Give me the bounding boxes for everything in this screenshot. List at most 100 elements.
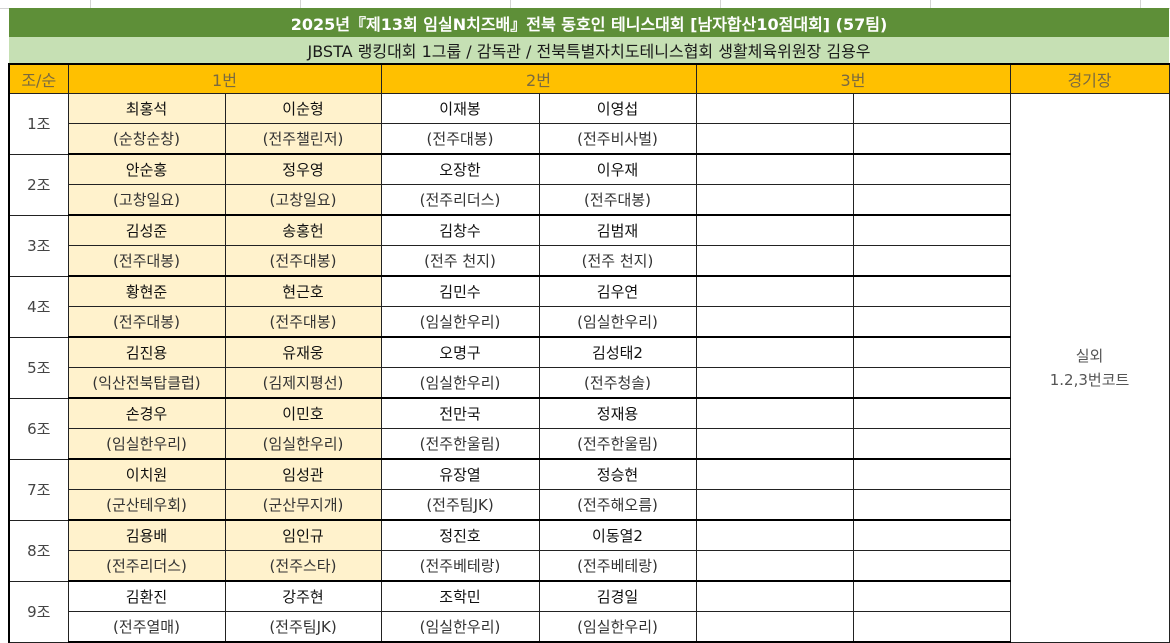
player-name[interactable]: 최홍석 bbox=[67, 93, 226, 124]
slot3-cell[interactable] bbox=[852, 214, 1011, 246]
slot3-cell[interactable] bbox=[695, 550, 854, 582]
slot3-cell[interactable] bbox=[695, 336, 854, 368]
slot3-cell[interactable] bbox=[695, 367, 854, 399]
player-club[interactable]: (임실한우리) bbox=[380, 611, 540, 643]
header-venue[interactable]: 경기장 bbox=[1009, 63, 1170, 94]
player-club[interactable]: (전주해오름) bbox=[538, 489, 697, 521]
group-label[interactable]: 3조 bbox=[8, 214, 69, 277]
venue-cell[interactable]: 실외 1.2,3번코트 bbox=[1009, 93, 1170, 643]
player-club[interactable]: (전주팀JK) bbox=[224, 611, 382, 643]
player-name[interactable]: 임인규 bbox=[224, 519, 382, 551]
player-club[interactable]: (전주한울림) bbox=[538, 428, 697, 460]
player-name[interactable]: 임성관 bbox=[224, 458, 382, 490]
player-name[interactable]: 김환진 bbox=[67, 580, 226, 612]
slot3-cell[interactable] bbox=[695, 214, 854, 246]
player-name[interactable]: 김성준 bbox=[67, 214, 226, 246]
slot3-cell[interactable] bbox=[852, 397, 1011, 429]
player-name[interactable]: 오명구 bbox=[380, 336, 540, 368]
player-name[interactable]: 김범재 bbox=[538, 214, 697, 246]
player-name[interactable]: 전만국 bbox=[380, 397, 540, 429]
player-club[interactable]: (김제지평선) bbox=[224, 367, 382, 399]
player-club[interactable]: (전주베테랑) bbox=[538, 550, 697, 582]
slot3-cell[interactable] bbox=[852, 580, 1011, 612]
group-label[interactable]: 6조 bbox=[8, 397, 69, 460]
player-club[interactable]: (익산전북탑클럽) bbox=[67, 367, 226, 399]
player-club[interactable]: (군산무지개) bbox=[224, 489, 382, 521]
player-name[interactable]: 정우영 bbox=[224, 153, 382, 185]
player-club[interactable]: (임실한우리) bbox=[380, 367, 540, 399]
player-club[interactable]: (전주대봉) bbox=[224, 245, 382, 277]
slot3-cell[interactable] bbox=[852, 611, 1011, 643]
player-name[interactable]: 정진호 bbox=[380, 519, 540, 551]
slot3-cell[interactable] bbox=[695, 245, 854, 277]
player-name[interactable]: 김민수 bbox=[380, 275, 540, 307]
player-name[interactable]: 정승현 bbox=[538, 458, 697, 490]
slot3-cell[interactable] bbox=[852, 93, 1011, 124]
slot3-cell[interactable] bbox=[852, 550, 1011, 582]
slot3-cell[interactable] bbox=[852, 123, 1011, 155]
player-name[interactable]: 송홍헌 bbox=[224, 214, 382, 246]
player-name[interactable]: 이민호 bbox=[224, 397, 382, 429]
player-name[interactable]: 이순형 bbox=[224, 93, 382, 124]
player-club[interactable]: (전주팀JK) bbox=[380, 489, 540, 521]
slot3-cell[interactable] bbox=[852, 519, 1011, 551]
player-club[interactable]: (고창일요) bbox=[67, 184, 226, 216]
player-name[interactable]: 이재봉 bbox=[380, 93, 540, 124]
player-club[interactable]: (임실한우리) bbox=[538, 306, 697, 338]
player-name[interactable]: 이동열2 bbox=[538, 519, 697, 551]
player-name[interactable]: 현근호 bbox=[224, 275, 382, 307]
slot3-cell[interactable] bbox=[852, 184, 1011, 216]
player-name[interactable]: 유장열 bbox=[380, 458, 540, 490]
player-name[interactable]: 김진용 bbox=[67, 336, 226, 368]
player-name[interactable]: 이치원 bbox=[67, 458, 226, 490]
slot3-cell[interactable] bbox=[695, 458, 854, 490]
player-club[interactable]: (전주 천지) bbox=[538, 245, 697, 277]
slot3-cell[interactable] bbox=[695, 428, 854, 460]
group-label[interactable]: 5조 bbox=[8, 336, 69, 399]
slot3-cell[interactable] bbox=[695, 306, 854, 338]
player-club[interactable]: (전주청솔) bbox=[538, 367, 697, 399]
player-name[interactable]: 김경일 bbox=[538, 580, 697, 612]
slot3-cell[interactable] bbox=[852, 336, 1011, 368]
player-club[interactable]: (전주리더스) bbox=[380, 184, 540, 216]
player-name[interactable]: 김용배 bbox=[67, 519, 226, 551]
player-name[interactable]: 유재웅 bbox=[224, 336, 382, 368]
player-name[interactable]: 김성태2 bbox=[538, 336, 697, 368]
slot3-cell[interactable] bbox=[695, 184, 854, 216]
player-club[interactable]: (전주열매) bbox=[67, 611, 226, 643]
slot3-cell[interactable] bbox=[852, 245, 1011, 277]
slot3-cell[interactable] bbox=[852, 428, 1011, 460]
player-name[interactable]: 이우재 bbox=[538, 153, 697, 185]
slot3-cell[interactable] bbox=[852, 153, 1011, 185]
tournament-title[interactable]: 2025년『제13회 임실N치즈배』전북 동호인 테니스대회 [남자합산10점대… bbox=[9, 8, 1170, 37]
player-club[interactable]: (전주한울림) bbox=[380, 428, 540, 460]
slot3-cell[interactable] bbox=[695, 611, 854, 643]
header-slot3[interactable]: 3번 bbox=[695, 63, 1011, 94]
player-club[interactable]: (전주챌린저) bbox=[224, 123, 382, 155]
slot3-cell[interactable] bbox=[695, 153, 854, 185]
player-club[interactable]: (군산테우회) bbox=[67, 489, 226, 521]
player-club[interactable]: (임실한우리) bbox=[224, 428, 382, 460]
player-name[interactable]: 이영섭 bbox=[538, 93, 697, 124]
tournament-subtitle[interactable]: JBSTA 랭킹대회 1그룹 / 감독관 / 전북특별자치도테니스협회 생활체육… bbox=[9, 37, 1170, 65]
player-name[interactable]: 김우연 bbox=[538, 275, 697, 307]
player-club[interactable]: (임실한우리) bbox=[67, 428, 226, 460]
group-label[interactable]: 1조 bbox=[8, 93, 69, 155]
player-club[interactable]: (순창순창) bbox=[67, 123, 226, 155]
slot3-cell[interactable] bbox=[852, 489, 1011, 521]
player-club[interactable]: (전주대봉) bbox=[67, 306, 226, 338]
player-club[interactable]: (전주대봉) bbox=[224, 306, 382, 338]
group-label[interactable]: 8조 bbox=[8, 519, 69, 582]
header-slot1[interactable]: 1번 bbox=[67, 63, 382, 94]
slot3-cell[interactable] bbox=[695, 489, 854, 521]
slot3-cell[interactable] bbox=[695, 275, 854, 307]
player-name[interactable]: 안순홍 bbox=[67, 153, 226, 185]
player-name[interactable]: 오장한 bbox=[380, 153, 540, 185]
player-club[interactable]: (임실한우리) bbox=[538, 611, 697, 643]
slot3-cell[interactable] bbox=[695, 123, 854, 155]
slot3-cell[interactable] bbox=[695, 397, 854, 429]
player-name[interactable]: 강주현 bbox=[224, 580, 382, 612]
slot3-cell[interactable] bbox=[695, 519, 854, 551]
group-label[interactable]: 7조 bbox=[8, 458, 69, 521]
group-label[interactable]: 2조 bbox=[8, 153, 69, 216]
